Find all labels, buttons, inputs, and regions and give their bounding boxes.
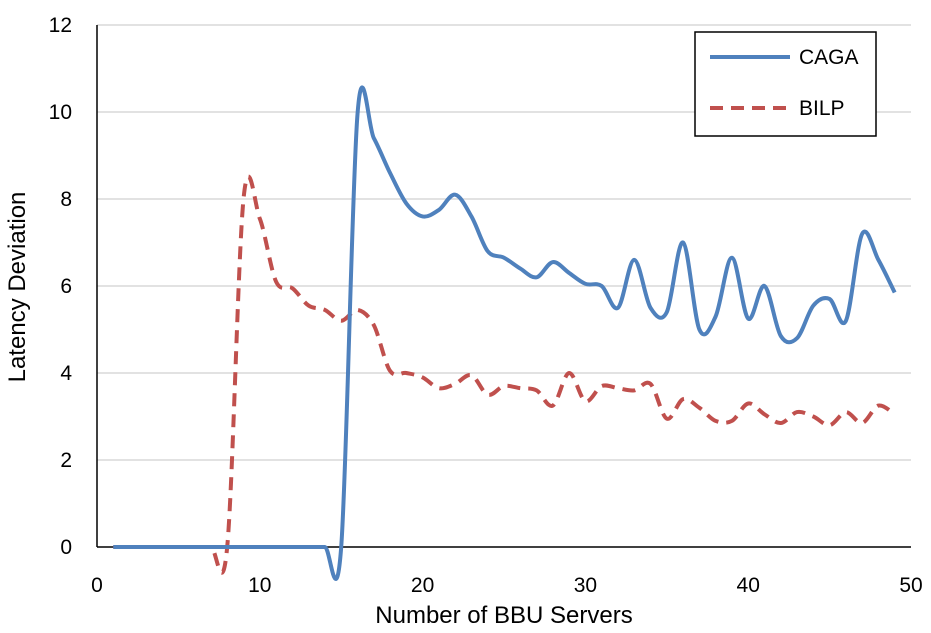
y-tick-label: 2 [60, 449, 72, 472]
x-tick-label: 20 [411, 574, 434, 597]
series-lines [113, 85, 897, 581]
y-tick-label: 12 [49, 14, 72, 37]
y-tick-label: 10 [49, 101, 72, 124]
y-tick-label: 6 [60, 275, 72, 298]
y-tick-label: 8 [60, 188, 72, 211]
y-axis-title: Latency Deviation [4, 192, 31, 383]
legend: CAGA BILP [694, 31, 877, 137]
x-tick-label: 30 [574, 574, 597, 597]
x-tick-label: 50 [899, 574, 922, 597]
legend-label-caga: CAGA [799, 46, 859, 69]
x-tick-label: 0 [91, 574, 103, 597]
legend-box [694, 31, 877, 137]
y-tick-label: 4 [60, 362, 72, 385]
series-line-bilp [113, 174, 896, 575]
gridlines [97, 24, 911, 461]
y-tick-label: 0 [60, 536, 72, 559]
x-tick-label: 10 [248, 574, 271, 597]
legend-label-bilp: BILP [799, 97, 845, 120]
series-line-caga [113, 85, 897, 581]
x-axis-title: Number of BBU Servers [375, 602, 632, 629]
tick-labels: 0 2 4 6 8 10 12 0 10 20 30 40 50 [49, 14, 923, 597]
x-tick-label: 40 [737, 574, 760, 597]
